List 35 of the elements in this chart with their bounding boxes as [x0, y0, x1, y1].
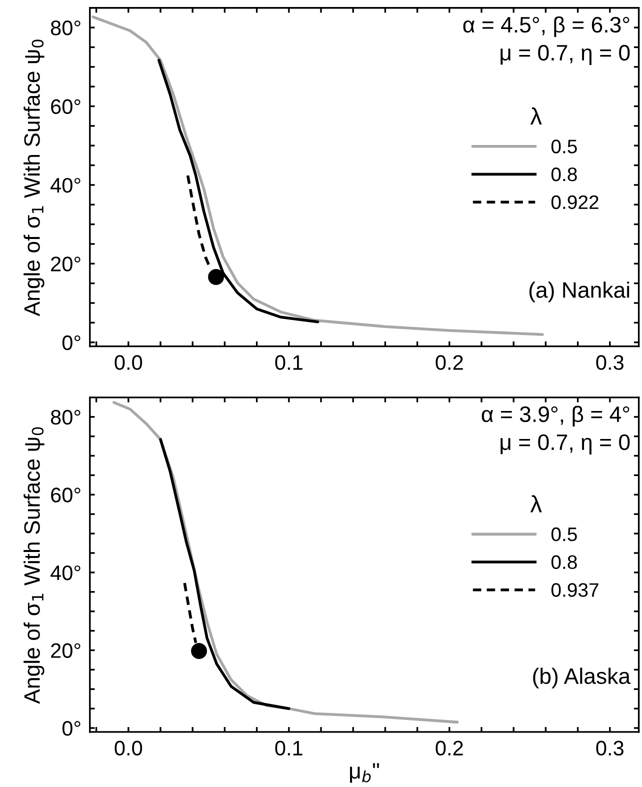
x-tick-label: 0.1	[275, 355, 302, 370]
y-tick-label: 80°	[50, 20, 80, 36]
x-tick-label: 0.3	[596, 740, 624, 756]
x-tick-label: 0.0	[114, 355, 142, 370]
x-tick-label: 0.2	[436, 355, 463, 370]
legend-label: 0.8	[551, 555, 577, 570]
y-axis-title: Angle of σ$_{1}$ With Surface ψ$_{0}$	[24, 427, 44, 704]
legend-label: 0.937	[551, 583, 598, 597]
y-tick-label: 20°	[51, 256, 80, 272]
x-axis-title: μ$_{b}$"	[350, 763, 379, 783]
legend-title: λ	[530, 107, 542, 124]
y-tick-label: 40°	[50, 565, 80, 580]
y-tick-label: 60°	[51, 488, 80, 502]
annotation: (b) Alaska	[533, 668, 631, 688]
y-tick-label: 80°	[50, 410, 80, 425]
legend-label: 0.922	[551, 195, 598, 210]
y-axis-title: Angle of σ$_{1}$ With Surface ψ$_{0}$	[24, 40, 44, 316]
y-tick-label: 60°	[51, 99, 80, 114]
legend-title: λ	[530, 495, 542, 512]
x-tick-label: 0.0	[114, 740, 142, 756]
x-tick-label: 0.2	[436, 740, 463, 756]
annotation: (a) Nankai	[529, 282, 630, 302]
x-tick-label: 0.1	[275, 740, 302, 756]
line-series	[158, 58, 320, 324]
legend-label: 0.5	[551, 140, 577, 154]
x-tick-label: 0.3	[596, 355, 624, 370]
y-tick-label: 20°	[51, 643, 80, 658]
annotation: α = 4.5°, β = 6.3° μ = 0.7, η = 0	[463, 16, 630, 65]
annotation: α = 3.9°, β = 4° μ = 0.7, η = 0	[482, 406, 630, 454]
legend-label: 0.8	[551, 167, 577, 182]
y-tick-label: 0°	[62, 721, 80, 736]
legend-label: 0.5	[551, 527, 577, 542]
y-tick-label: 0°	[62, 335, 80, 350]
line-series	[159, 438, 290, 710]
y-tick-label: 40°	[50, 178, 80, 193]
